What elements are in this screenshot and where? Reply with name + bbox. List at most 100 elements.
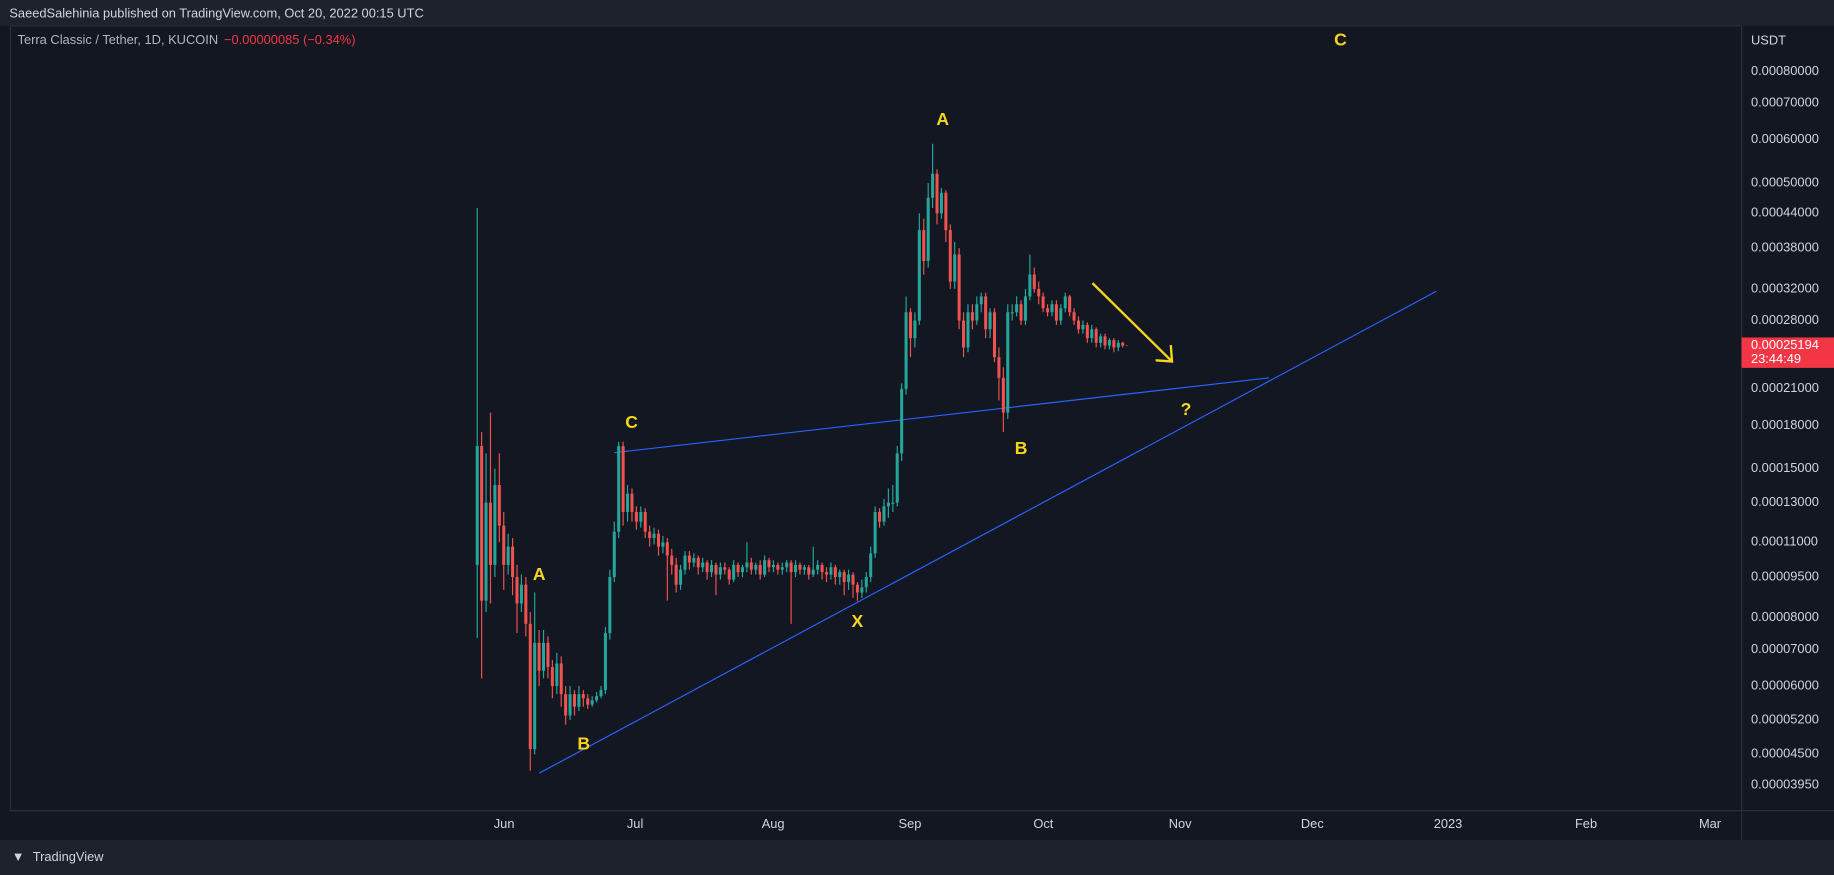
- candle-body: [1054, 304, 1058, 321]
- y-tick-label: 0.00060000: [1751, 131, 1819, 146]
- candle-body: [475, 446, 479, 565]
- wave-label: A: [936, 109, 949, 129]
- candle-body: [652, 533, 656, 539]
- wave-label: B: [577, 734, 590, 754]
- candle-body: [931, 173, 935, 198]
- wave-label: A: [533, 564, 546, 584]
- candle-body: [1081, 324, 1085, 330]
- candle-body: [966, 312, 970, 348]
- candle-body: [630, 493, 634, 512]
- candle-body: [1006, 312, 1010, 413]
- candle-body: [1023, 296, 1027, 321]
- y-tick-label: 0.00028000: [1751, 312, 1819, 327]
- candle-body: [656, 533, 661, 547]
- candle-body: [590, 700, 594, 705]
- x-tick-label: 2023: [1434, 816, 1463, 831]
- candle-body: [683, 555, 687, 570]
- candle-body: [962, 320, 966, 348]
- candle-body: [528, 623, 532, 750]
- candle-body: [860, 587, 864, 593]
- candle-body: [935, 173, 939, 214]
- candle-body: [581, 694, 585, 699]
- price-tag-label: 0.00025194: [1751, 337, 1819, 352]
- y-unit: USDT: [1751, 32, 1786, 47]
- candle-body: [634, 511, 638, 522]
- x-tick-label: Mar: [1699, 816, 1722, 831]
- candle-body: [785, 562, 789, 568]
- candle-body: [917, 230, 921, 321]
- candle-body: [612, 531, 616, 578]
- candle-body: [771, 564, 775, 568]
- candle-body: [1001, 377, 1005, 413]
- countdown: 23:44:49: [1751, 351, 1801, 366]
- candle-body: [546, 642, 550, 668]
- candle-body: [824, 572, 829, 575]
- arrow: [1091, 282, 1172, 362]
- candle-body: [617, 446, 621, 532]
- x-tick-label: Dec: [1301, 816, 1324, 831]
- y-tick-label: 0.00003950: [1751, 777, 1819, 792]
- candle-body: [511, 546, 515, 578]
- candle-body: [833, 567, 837, 578]
- candle-body: [1103, 336, 1107, 346]
- candle-body: [577, 694, 581, 707]
- symbol: Terra Classic / Tether, 1D, KUCOIN: [18, 32, 219, 47]
- wave-label: B: [1015, 438, 1028, 458]
- candle-body: [537, 642, 541, 671]
- candle-body: [794, 564, 798, 573]
- candle-body: [648, 531, 652, 539]
- candle-body: [550, 667, 554, 687]
- y-tick-label: 0.00070000: [1751, 95, 1819, 110]
- bottom-bar: [0, 839, 1834, 875]
- x-tick-label: Nov: [1169, 816, 1192, 831]
- candle-body: [970, 312, 974, 321]
- candle-body: [1116, 342, 1120, 348]
- candle-body: [497, 485, 501, 526]
- candle-body: [1015, 304, 1019, 313]
- candle-body: [776, 564, 780, 570]
- x-tick-label: Sep: [899, 816, 922, 831]
- x-tick-label: Jul: [627, 816, 643, 831]
- logo-mark: ▼: [12, 849, 25, 864]
- candle-body: [997, 357, 1001, 378]
- arrow-head: [1155, 345, 1174, 363]
- candle-body: [608, 577, 612, 634]
- trendline: [613, 377, 1270, 454]
- candle-body: [687, 555, 691, 563]
- candle-body: [882, 506, 886, 522]
- candle-body: [506, 546, 510, 565]
- candle-body: [855, 584, 859, 593]
- candle-body: [696, 557, 700, 568]
- candle-body: [984, 296, 988, 330]
- trendline: [538, 290, 1437, 774]
- y-tick-label: 0.00021000: [1751, 380, 1819, 395]
- candle-body: [643, 511, 647, 532]
- candle-body: [519, 584, 523, 604]
- candle-body: [798, 564, 802, 570]
- wave-label: X: [851, 611, 863, 631]
- candle-body: [665, 542, 669, 556]
- candle-body: [723, 567, 727, 570]
- candle-body: [626, 493, 630, 512]
- candle-body: [484, 502, 488, 601]
- candle-body: [926, 197, 930, 261]
- candle-body: [816, 564, 820, 570]
- candle-body: [542, 642, 546, 671]
- candle-body: [745, 562, 749, 568]
- candle-body: [480, 446, 484, 601]
- y-tick-label: 0.00005200: [1751, 711, 1819, 726]
- candle-body: [758, 564, 762, 575]
- candle-body: [975, 304, 979, 321]
- y-tick-label: 0.00032000: [1751, 280, 1819, 295]
- candle-body: [564, 694, 568, 716]
- x-tick-label: Aug: [762, 816, 785, 831]
- candle-body: [754, 564, 758, 570]
- candle-body: [829, 567, 833, 575]
- y-tick-label: 0.00044000: [1751, 205, 1819, 220]
- candle-body: [988, 312, 992, 330]
- candle-body: [789, 562, 793, 573]
- candle-body: [913, 320, 917, 339]
- candle-body: [705, 562, 709, 573]
- candle-body: [802, 567, 806, 570]
